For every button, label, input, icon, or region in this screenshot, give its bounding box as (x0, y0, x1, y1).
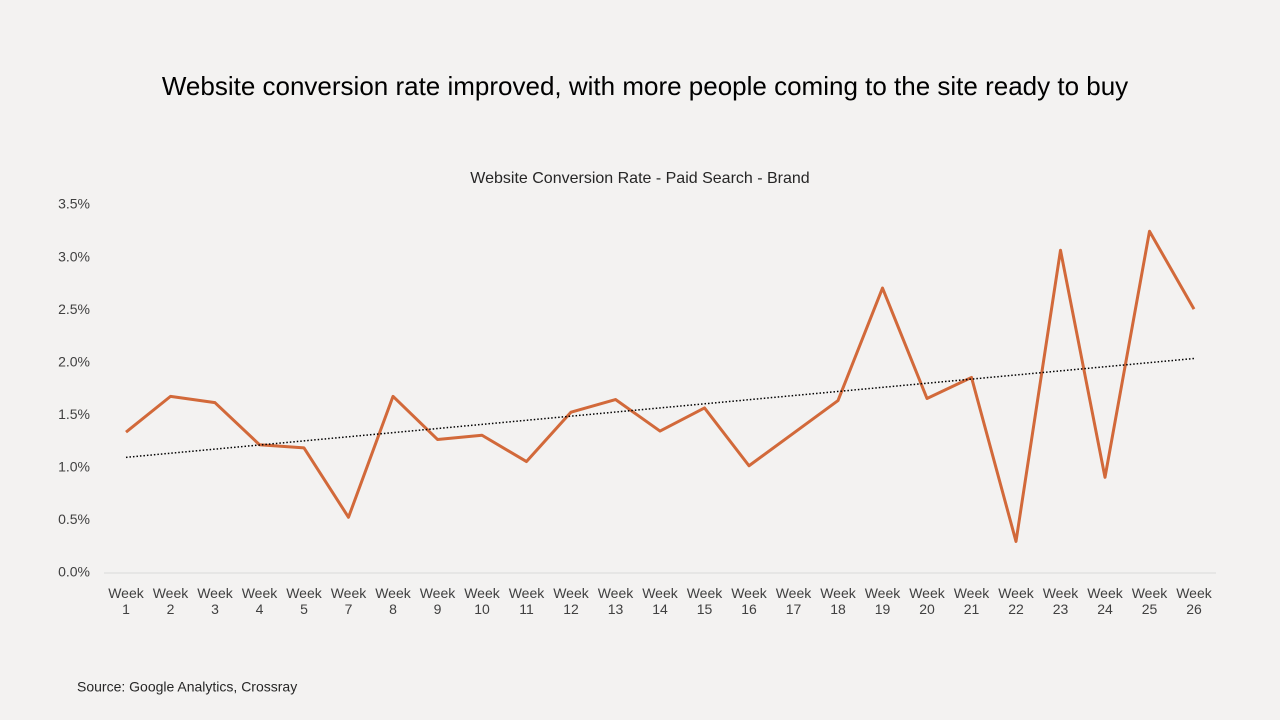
x-tick-label: Week 9 (419, 585, 456, 617)
x-tick-label: Week 1 (108, 585, 144, 617)
y-tick-label: 3.0% (58, 248, 90, 264)
x-tick-label: Week 5 (286, 585, 322, 617)
x-tick-label: Week 25 (1131, 585, 1168, 617)
x-tick-label: Week 21 (953, 585, 990, 617)
x-tick-label: Week 15 (686, 585, 723, 617)
x-tick-label: Week 22 (998, 585, 1034, 617)
y-tick-label: 2.0% (58, 353, 90, 369)
x-tick-label: Week 23 (1042, 585, 1079, 617)
y-tick-label: 1.5% (58, 406, 90, 422)
chart-subtitle: Website Conversion Rate - Paid Search - … (470, 170, 809, 187)
source-note: Source: Google Analytics, Crossray (77, 679, 297, 695)
x-tick-label: Week 26 (1176, 585, 1212, 617)
x-tick-label: Week 8 (375, 585, 411, 617)
x-tick-label: Week 18 (820, 585, 856, 617)
x-tick-label: Week 24 (1087, 585, 1123, 617)
x-tick-label: Week 16 (731, 585, 767, 617)
x-tick-label: Week 20 (909, 585, 945, 617)
chart-title: Website conversion rate improved, with m… (162, 71, 1128, 101)
y-tick-label: 1.0% (58, 459, 90, 475)
x-tick-label: Week 4 (241, 585, 278, 617)
x-tick-label: Week 12 (553, 585, 589, 617)
x-tick-label: Week 11 (508, 585, 545, 617)
x-tick-label: Week 19 (864, 585, 901, 617)
trend-line (125, 357, 1195, 459)
y-tick-label: 2.5% (58, 301, 90, 317)
x-tick-label: Week 17 (775, 585, 812, 617)
x-tick-label: Week 13 (597, 585, 634, 617)
x-tick-label: Week 10 (464, 585, 500, 617)
y-tick-label: 0.5% (58, 511, 90, 527)
series-line (125, 229, 1196, 543)
x-tick-label: Week 14 (642, 585, 678, 617)
x-tick-label: Week 2 (152, 585, 189, 617)
x-tick-label: Week 7 (330, 585, 367, 617)
y-tick-label: 0.0% (58, 564, 90, 580)
x-tick-label: Week 3 (197, 585, 233, 617)
y-tick-label: 3.5% (58, 196, 90, 212)
